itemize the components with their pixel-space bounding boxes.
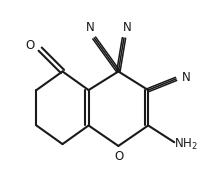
Text: N: N	[86, 21, 95, 34]
Text: N: N	[182, 71, 191, 84]
Text: O: O	[115, 150, 124, 163]
Text: NH$_2$: NH$_2$	[174, 137, 197, 152]
Text: N: N	[123, 21, 132, 34]
Text: O: O	[25, 39, 35, 52]
